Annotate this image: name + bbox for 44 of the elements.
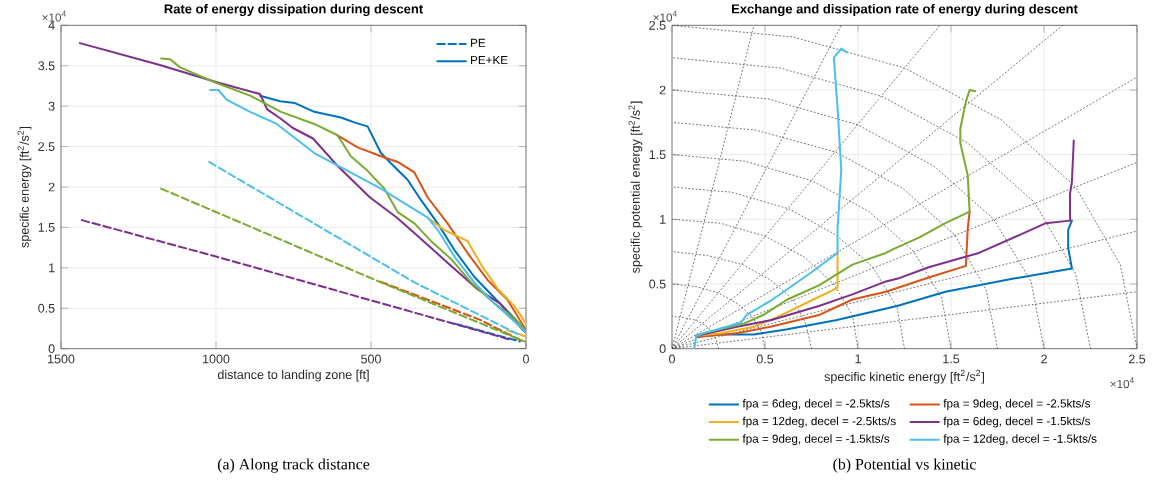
y-tick-label: 1 — [49, 263, 55, 273]
x-tick-label: 500 — [361, 354, 381, 364]
x-tick-label: 1 — [855, 354, 861, 364]
text: ×10$^{4}$ — [42, 10, 66, 22]
chart-title: Exchange and dissipation rate of energy during descent — [732, 3, 1078, 17]
y-tick-label: 2.5 — [38, 142, 55, 152]
text: (b) Potential vs kinetic — [833, 458, 976, 473]
x-tick-label: 1500 — [48, 354, 75, 364]
legend-label: fpa = 9deg, decel = -2.5kts/s — [943, 399, 1091, 410]
y-tick-label: 0 — [48, 344, 55, 354]
legend-label: fpa = 6deg, decel = -1.5kts/s — [943, 416, 1091, 428]
y-tick-label: 1.5 — [649, 150, 666, 160]
legend-label: fpa = 9deg, decel = -1.5kts/s — [742, 434, 890, 446]
x-tick-label: 0.5 — [756, 354, 774, 364]
y-tick-label: 2.5 — [649, 20, 666, 30]
text: ×10$^{4}$ — [653, 10, 677, 22]
y-axis-title: specific potential energy [ft$^{2}$/s$^{2}$] — [628, 101, 643, 273]
y-tick-label: 0.5 — [38, 303, 55, 313]
y-tick-label: 2 — [48, 182, 55, 192]
y-tick-label: 0 — [659, 344, 666, 354]
x-tick-label: 1.5 — [943, 354, 960, 364]
y-tick-label: 1 — [660, 215, 666, 224]
y-tick-label: 3.5 — [38, 61, 55, 71]
text: ×10$^{4}$ — [1110, 377, 1134, 389]
y-tick-label: 1.5 — [38, 223, 55, 232]
legend-label: fpa = 12deg, decel = -1.5kts/s — [943, 434, 1097, 446]
x-axis-title: distance to landing zone [ft] — [217, 369, 369, 382]
text: (a) Along track distance — [217, 458, 370, 473]
legend-label: PE — [471, 38, 486, 47]
y-axis-title: specific energy [ft$^{2}$/s$^{2}$] — [17, 126, 32, 248]
chart-title: Rate of energy dissipation during descent — [164, 3, 423, 17]
x-tick-label: 2.5 — [1128, 354, 1146, 364]
x-tick-label: 2 — [1041, 354, 1047, 364]
y-tick-label: 4 — [48, 21, 55, 30]
legend-label: fpa = 6deg, decel = -2.5kts/s — [742, 399, 890, 410]
x-axis-title: specific kinetic energy [ft$^{2}$/s$^{2}$] — [824, 369, 985, 384]
legend-label: fpa = 12deg, decel = -2.5kts/s — [742, 416, 896, 428]
x-tick-label: 1000 — [203, 354, 230, 364]
x-tick-label: 0 — [523, 354, 529, 364]
legend-label: PE+KE — [471, 56, 508, 65]
y-tick-label: 2 — [659, 85, 666, 95]
x-tick-label: 0 — [669, 354, 675, 364]
y-tick-label: 3 — [48, 101, 55, 111]
y-tick-label: 0.5 — [649, 279, 666, 289]
